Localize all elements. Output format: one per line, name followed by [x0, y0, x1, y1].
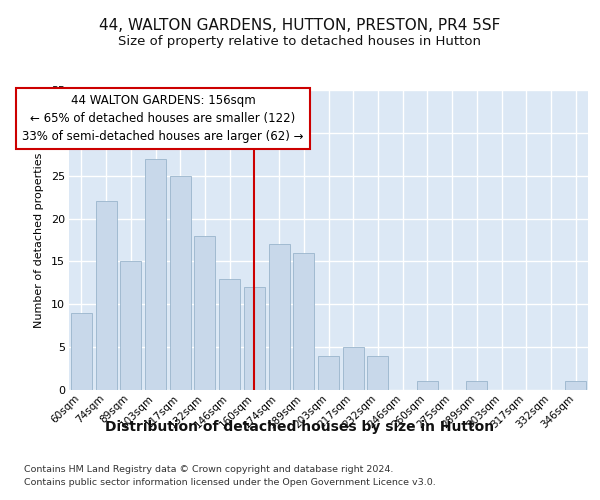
Bar	[417, 382, 438, 390]
Bar	[145, 158, 166, 390]
Bar	[293, 253, 314, 390]
Bar	[170, 176, 191, 390]
Bar	[269, 244, 290, 390]
Bar	[219, 278, 240, 390]
Text: Distribution of detached houses by size in Hutton: Distribution of detached houses by size …	[106, 420, 494, 434]
Text: 44, WALTON GARDENS, HUTTON, PRESTON, PR4 5SF: 44, WALTON GARDENS, HUTTON, PRESTON, PR4…	[100, 18, 500, 32]
Bar	[466, 382, 487, 390]
Bar	[95, 202, 116, 390]
Y-axis label: Number of detached properties: Number of detached properties	[34, 152, 44, 328]
Text: 44 WALTON GARDENS: 156sqm
← 65% of detached houses are smaller (122)
33% of semi: 44 WALTON GARDENS: 156sqm ← 65% of detac…	[22, 94, 304, 144]
Bar	[367, 356, 388, 390]
Bar	[120, 262, 141, 390]
Bar	[343, 347, 364, 390]
Bar	[565, 382, 586, 390]
Text: Contains HM Land Registry data © Crown copyright and database right 2024.: Contains HM Land Registry data © Crown c…	[24, 466, 394, 474]
Bar	[194, 236, 215, 390]
Bar	[318, 356, 339, 390]
Bar	[244, 287, 265, 390]
Bar	[71, 313, 92, 390]
Text: Contains public sector information licensed under the Open Government Licence v3: Contains public sector information licen…	[24, 478, 436, 487]
Text: Size of property relative to detached houses in Hutton: Size of property relative to detached ho…	[119, 35, 482, 48]
